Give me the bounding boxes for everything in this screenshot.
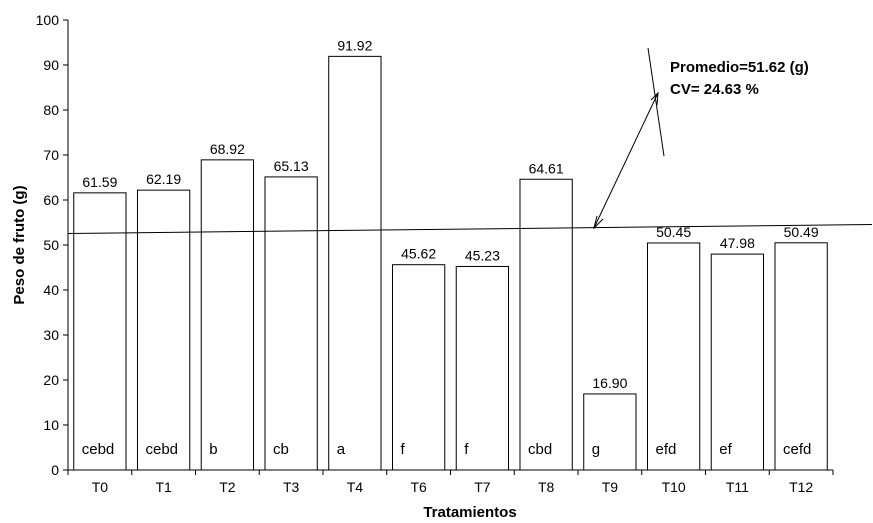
x-tick-label: T4 (347, 479, 364, 495)
annotation-arrow (593, 47, 665, 230)
x-tick-label: T2 (219, 479, 236, 495)
bar-t3 (264, 176, 318, 471)
group-letter-label: cebd (82, 441, 115, 458)
bar-value-label: 68.92 (210, 141, 245, 157)
bar-t6 (391, 264, 446, 471)
group-letter-label: b (209, 441, 217, 458)
bar-t9 (583, 393, 637, 471)
group-letter-label: cb (273, 441, 289, 458)
x-tick-label: T1 (155, 479, 172, 495)
bar-value-label: 45.62 (401, 246, 436, 262)
bar-value-label: 62.19 (146, 171, 181, 187)
y-tick-label: 40 (43, 282, 59, 298)
group-letter-label: cbd (528, 441, 552, 458)
group-letter-label: efd (655, 441, 676, 458)
bar-value-label: 61.59 (82, 174, 117, 190)
group-letter-label: g (592, 441, 600, 458)
x-tick-label: T3 (283, 479, 300, 495)
bar-value-label: 65.13 (274, 158, 309, 174)
bar-value-label: 50.49 (784, 224, 819, 240)
bar-value-label: 64.61 (529, 160, 564, 176)
y-tick-label: 50 (43, 237, 59, 253)
group-letter-label: cebd (145, 441, 178, 458)
bar-value-label: 47.98 (720, 235, 755, 251)
group-letter-label: f (464, 441, 469, 458)
bar-value-label: 16.90 (592, 375, 627, 391)
x-tick-label: T9 (602, 479, 619, 495)
y-tick-label: 80 (43, 102, 59, 118)
bar-t0 (73, 192, 127, 471)
cv-annotation: CV= 24.63 % (670, 81, 759, 98)
y-tick-label: 60 (43, 192, 59, 208)
y-tick-label: 30 (43, 327, 59, 343)
annotation-pointer-line (647, 47, 665, 157)
y-tick-label: 20 (43, 372, 59, 388)
group-letter-label: a (337, 441, 346, 458)
x-tick-label: T11 (726, 479, 749, 495)
group-letter-label: cefd (783, 441, 811, 458)
group-letter-label: ef (719, 441, 732, 458)
mean-annotation: Promedio=51.62 (g) (670, 59, 809, 76)
bar-t4 (328, 55, 382, 471)
x-axis: T0 T1 T2 T3 T4 T6 T7 T8 T9 T10 T11 T12 (67, 469, 834, 495)
x-tick-label: T7 (474, 479, 491, 495)
x-tick-label: T12 (789, 479, 813, 495)
bar-t1 (136, 189, 191, 471)
bar-t8 (519, 178, 573, 471)
x-axis-title: Tratamientos (423, 504, 516, 521)
y-tick-label: 70 (43, 147, 59, 163)
y-tick-label: 0 (51, 462, 59, 478)
bar-value-label: 50.45 (656, 224, 691, 240)
y-axis: 0 10 20 30 40 50 60 70 80 90 100 (36, 12, 69, 478)
group-letter-labels: cebd cebd b cb a f f cbd g efd ef cefd (82, 441, 812, 458)
mean-line (67, 224, 873, 234)
bar-value-labels: 61.59 62.19 68.92 65.13 91.92 45.62 45.23 64.61… (82, 37, 818, 391)
bar-t12 (774, 242, 828, 471)
y-tick-label: 100 (36, 12, 60, 28)
y-tick-label: 10 (43, 417, 59, 433)
bars (73, 55, 828, 471)
bar-t11 (710, 253, 765, 471)
bar-t10 (646, 242, 701, 471)
group-letter-label: f (400, 441, 405, 458)
bar-t7 (455, 265, 510, 471)
bar-value-label: 45.23 (465, 247, 500, 263)
bar-t2 (200, 159, 255, 471)
x-tick-label: T8 (538, 479, 555, 495)
bar-value-label: 91.92 (337, 37, 372, 53)
y-tick-label: 90 (43, 57, 59, 73)
x-tick-label: T6 (410, 479, 427, 495)
x-tick-label: T10 (662, 479, 686, 495)
x-tick-label: T0 (92, 479, 109, 495)
y-axis-title: Peso de fruto (g) (11, 185, 28, 304)
